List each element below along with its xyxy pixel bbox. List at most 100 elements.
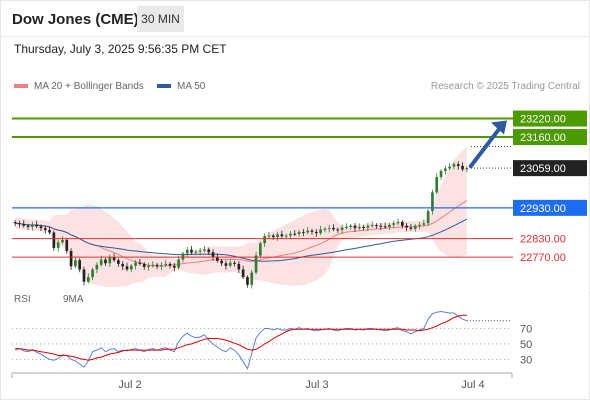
candle-body (224, 263, 228, 266)
title-bar: Dow Jones (CME) 30 MIN (1, 1, 590, 37)
x-tick-label: Jul 4 (461, 379, 484, 391)
candle-body (185, 249, 189, 254)
candle-body (125, 266, 129, 270)
candle-body (233, 262, 236, 264)
rsi-tick-label: 70 (520, 323, 532, 335)
candle-body (461, 165, 464, 170)
level-tag-pivot (513, 199, 587, 216)
rsi-line (15, 310, 467, 370)
ma50-swatch (157, 84, 171, 89)
candle-body (310, 230, 314, 232)
candle-body (418, 224, 421, 226)
ma20-swatch (14, 84, 28, 89)
candle-body (413, 225, 417, 229)
candle-body (297, 231, 301, 235)
candle-body (82, 269, 86, 282)
candle-body (276, 234, 279, 238)
legend-ma20: MA 20 + Bollinger Bands (14, 81, 144, 92)
x-tick-label: Jul 3 (305, 379, 328, 391)
candle-body (302, 231, 305, 233)
candle-body (392, 223, 396, 225)
candle-body (241, 269, 245, 278)
candle-body (396, 222, 400, 224)
candle-body (306, 230, 310, 233)
forecast-arrow (468, 124, 503, 169)
candle-body (336, 229, 340, 231)
candle-body (35, 224, 38, 227)
level-label-support: 22830.00 (520, 234, 566, 246)
candle-body (228, 262, 232, 266)
candle-body (375, 225, 378, 227)
timeframe-button[interactable]: 30 MIN (137, 6, 184, 32)
candle-body (388, 224, 391, 227)
candle-body (56, 242, 60, 248)
candle-body (78, 260, 82, 270)
candle-body (172, 265, 176, 268)
x-tick-label: Jul 2 (118, 379, 141, 391)
candle-body (160, 265, 163, 267)
candle-body (155, 264, 159, 267)
candle-body (435, 177, 439, 193)
candle-body (18, 223, 21, 225)
candle-body (129, 265, 133, 270)
candle-body (194, 251, 198, 253)
candle-body (345, 226, 348, 228)
candle-body (43, 228, 47, 231)
ma20-legend-label: MA 20 + Bollinger Bands (34, 81, 144, 92)
candle-body (452, 164, 456, 167)
candle-body (39, 226, 43, 229)
rsi-legend-label: RSI (14, 294, 31, 305)
candle-body (216, 257, 219, 261)
candle-body (211, 252, 215, 258)
price-plot-area (13, 146, 469, 289)
candle-body (293, 233, 297, 235)
candle-body (108, 257, 112, 264)
candle-body (61, 239, 64, 243)
candle-body (259, 243, 262, 256)
candle-body (138, 262, 142, 264)
candle-body (164, 263, 168, 266)
candle-body (319, 229, 322, 234)
level-tag-resistance (513, 129, 587, 146)
level-label-support: 22770.00 (520, 252, 566, 264)
candle-body (263, 236, 266, 244)
bollinger-band (15, 146, 467, 288)
candle-body (181, 253, 185, 260)
candle-body (340, 227, 344, 231)
candle-body (207, 249, 211, 253)
candle-body (99, 259, 103, 265)
rsi-ma-legend-label: 9MA (63, 294, 84, 305)
candle-body (400, 222, 404, 226)
candle-body (52, 232, 56, 248)
candle-body (332, 227, 335, 230)
candle-body (117, 260, 120, 264)
candle-body (280, 234, 284, 237)
candle-body (362, 226, 365, 228)
candle-body (370, 225, 374, 227)
candle-body (65, 239, 69, 251)
candle-body (48, 230, 51, 233)
candle-body (104, 259, 107, 264)
level-tag-last-price (513, 160, 587, 177)
candle-body (237, 263, 241, 270)
ma50-legend-label: MA 50 (177, 81, 206, 92)
level-label-last-price: 23059.00 (520, 163, 566, 175)
candle-body (151, 264, 155, 266)
candle-body (379, 225, 383, 227)
research-credit: Research © 2025 Trading Central (430, 81, 580, 92)
candle-body (465, 168, 469, 170)
candle-body (383, 226, 387, 228)
candle-body (246, 277, 249, 285)
forecast-arrow-head (491, 120, 507, 135)
candle-body (147, 265, 150, 267)
candle-body (134, 262, 137, 266)
candle-body (112, 257, 116, 261)
candle-body (422, 223, 426, 225)
candle-body (448, 166, 451, 169)
candle-body (456, 164, 460, 166)
candle-body (121, 263, 125, 267)
candle-body (284, 235, 288, 237)
candle-body (142, 263, 146, 267)
